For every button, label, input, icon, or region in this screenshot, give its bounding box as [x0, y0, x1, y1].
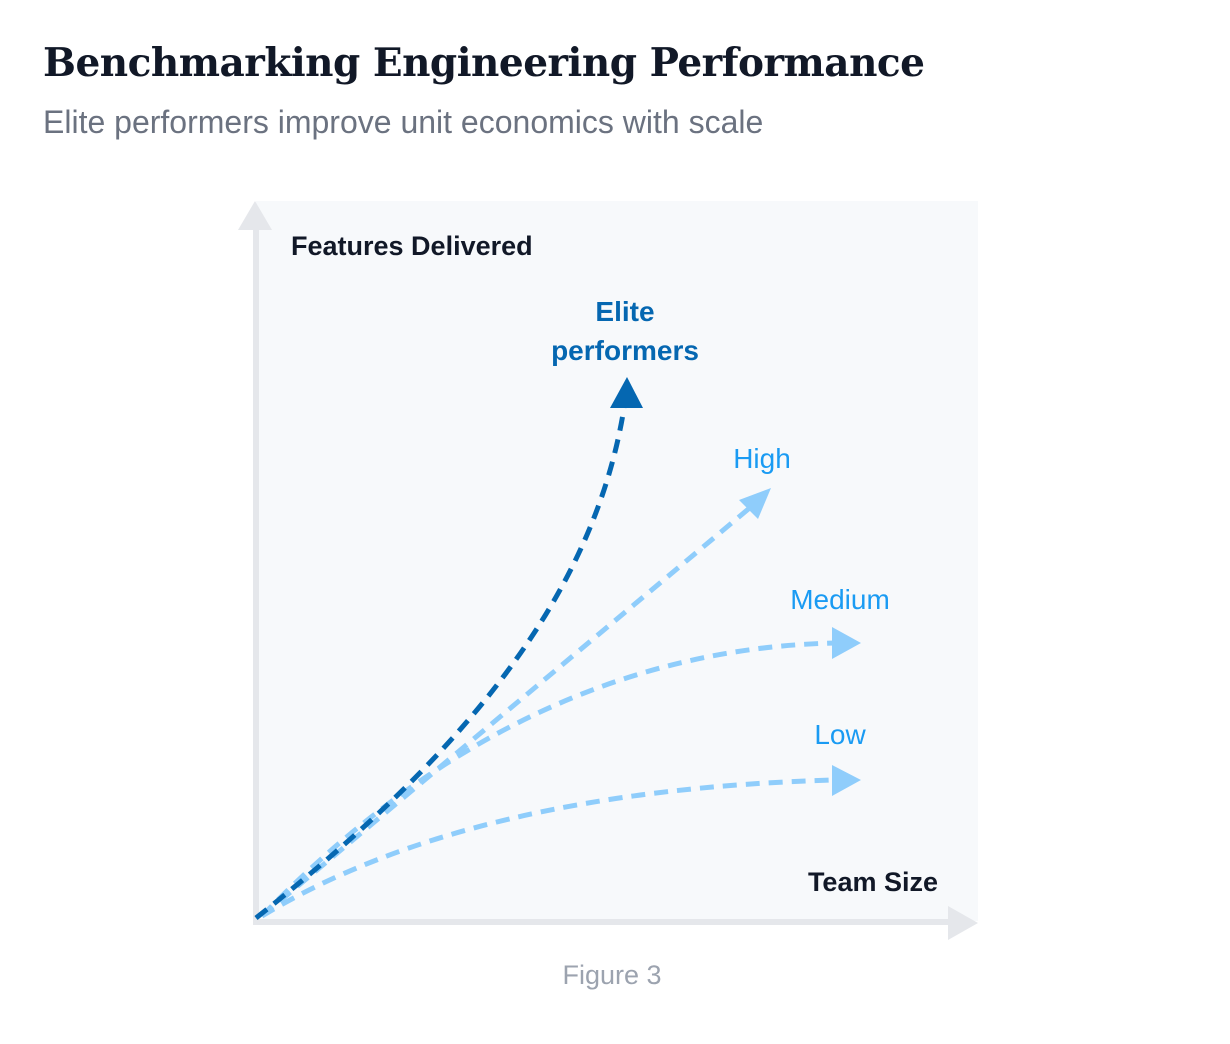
x-axis-label: Team Size — [808, 867, 938, 897]
series-medium-label: Medium — [790, 584, 890, 615]
series-high-label: High — [733, 443, 791, 474]
series-high-arrowhead-icon — [739, 488, 771, 519]
page-subtitle: Elite performers improve unit economics … — [43, 104, 764, 140]
page-title: Benchmarking Engineering Performance — [43, 40, 925, 86]
y-axis-arrow-icon — [238, 201, 272, 230]
series-high-curve — [260, 504, 754, 918]
series-elite-arrowhead-icon — [610, 377, 643, 408]
series-elite-curve — [254, 407, 627, 920]
series-elite-label-line1: Elite — [595, 296, 654, 327]
series-low-curve — [260, 777, 836, 919]
series-low-label: Low — [814, 719, 866, 750]
figure-caption: Figure 3 — [562, 960, 662, 990]
series-medium-curve — [260, 640, 836, 918]
series-medium-arrowhead-icon — [832, 627, 861, 659]
series-elite-label-line2: performers — [551, 335, 699, 366]
y-axis-label: Features Delivered — [291, 231, 533, 261]
series-low-arrowhead-icon — [832, 765, 861, 796]
x-axis-arrow-icon — [948, 906, 978, 940]
plot-background — [256, 201, 978, 921]
